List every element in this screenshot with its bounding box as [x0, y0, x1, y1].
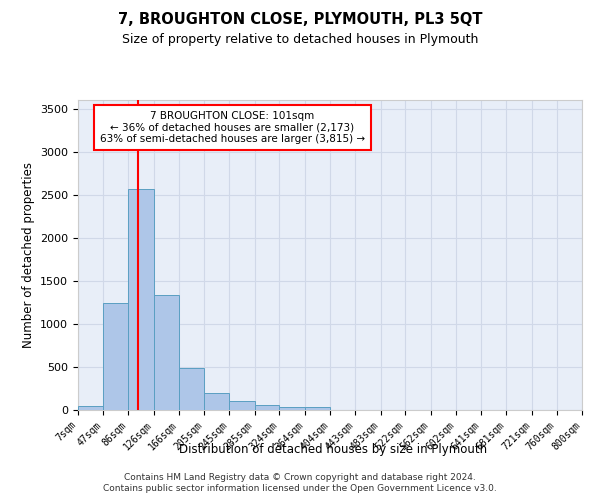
- Bar: [128, 188, 154, 410]
- Text: 7 BROUGHTON CLOSE: 101sqm
← 36% of detached houses are smaller (2,173)
63% of se: 7 BROUGHTON CLOSE: 101sqm ← 36% of detac…: [100, 111, 365, 144]
- Bar: [154, 294, 179, 410]
- Text: Contains public sector information licensed under the Open Government Licence v3: Contains public sector information licen…: [103, 484, 497, 493]
- Bar: [280, 406, 305, 410]
- Bar: [103, 303, 128, 410]
- Text: 7, BROUGHTON CLOSE, PLYMOUTH, PL3 5QT: 7, BROUGHTON CLOSE, PLYMOUTH, PL3 5QT: [118, 12, 482, 28]
- Text: Size of property relative to detached houses in Plymouth: Size of property relative to detached ho…: [122, 32, 478, 46]
- Bar: [254, 406, 280, 410]
- Bar: [305, 408, 331, 410]
- Bar: [204, 393, 229, 410]
- Y-axis label: Number of detached properties: Number of detached properties: [22, 162, 35, 348]
- Bar: [179, 368, 204, 410]
- Bar: [78, 406, 103, 410]
- Text: Distribution of detached houses by size in Plymouth: Distribution of detached houses by size …: [179, 442, 487, 456]
- Text: Contains HM Land Registry data © Crown copyright and database right 2024.: Contains HM Land Registry data © Crown c…: [124, 472, 476, 482]
- Bar: [229, 402, 254, 410]
